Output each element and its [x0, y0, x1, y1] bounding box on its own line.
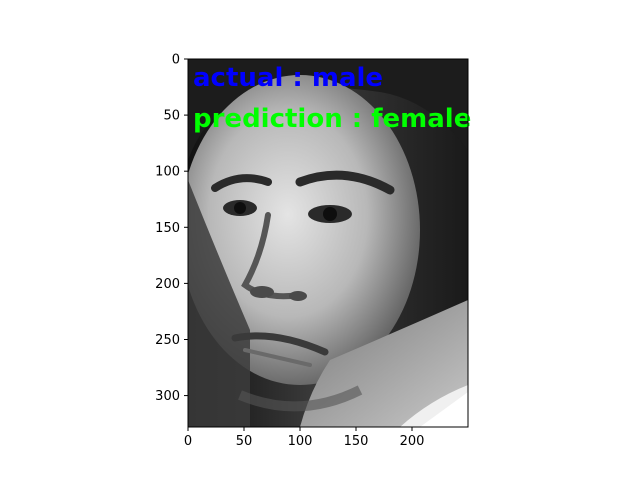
x-tick-label: 50 — [236, 434, 253, 449]
x-tick-label: 150 — [344, 434, 369, 449]
y-tick-label: 100 — [155, 165, 180, 180]
y-tick-label: 150 — [155, 221, 180, 236]
y-tick-label: 300 — [155, 389, 180, 404]
x-tick-label: 200 — [400, 434, 425, 449]
actual-label: actual : male — [193, 63, 383, 93]
y-tick-label: 200 — [155, 277, 180, 292]
x-axis: 0 50 100 150 200 — [184, 427, 425, 449]
y-tick-label: 50 — [163, 109, 180, 124]
prediction-label: prediction : female — [193, 104, 471, 134]
y-tick-label: 0 — [172, 53, 180, 68]
y-tick-label: 250 — [155, 333, 180, 348]
y-axis: 0 50 100 150 200 250 300 — [155, 53, 188, 405]
x-tick-label: 100 — [288, 434, 313, 449]
x-tick-label: 0 — [184, 434, 192, 449]
